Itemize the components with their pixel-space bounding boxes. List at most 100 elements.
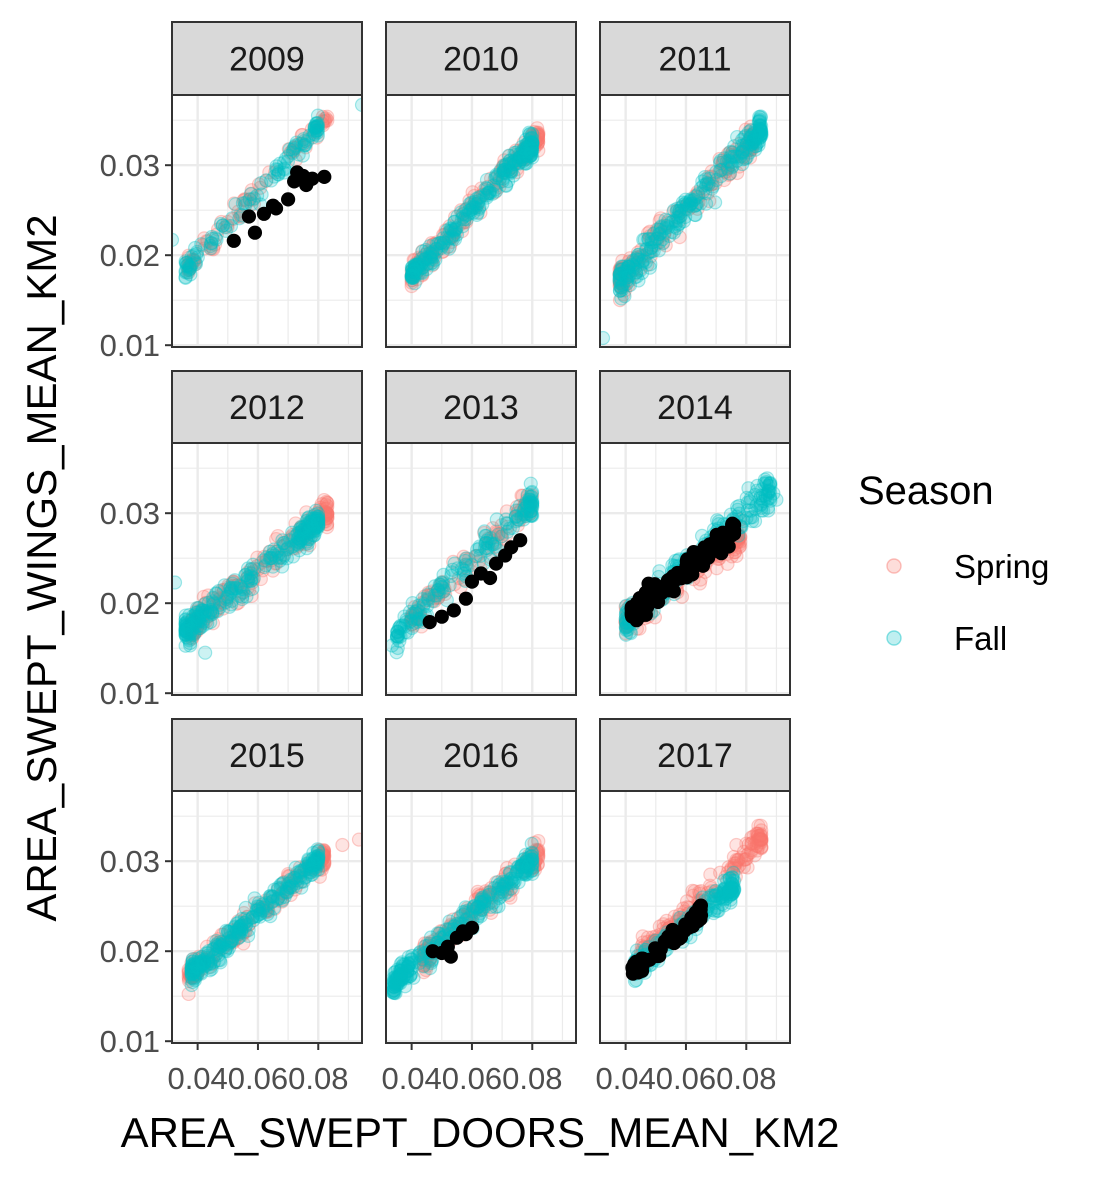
y-axis: 0.010.020.03 (100, 496, 172, 711)
point-fall (192, 955, 207, 970)
point-highlight (668, 929, 684, 944)
point-spring (630, 245, 646, 260)
point-fall (302, 515, 317, 530)
point-fall (263, 888, 278, 903)
point-spring (458, 551, 473, 567)
point-fall (405, 606, 420, 621)
point-spring (292, 860, 308, 875)
point-spring (642, 229, 657, 244)
point-spring (314, 849, 329, 864)
point-fall (289, 536, 304, 551)
point-fall (292, 869, 308, 884)
point-spring (527, 856, 542, 871)
point-spring (295, 874, 310, 889)
point-fall (295, 148, 310, 163)
point-fall (524, 143, 540, 159)
point-fall (203, 604, 218, 620)
point-spring (526, 137, 541, 152)
point-spring (317, 850, 332, 865)
point-spring (430, 242, 446, 257)
point-fall (276, 548, 292, 563)
point-fall (277, 161, 292, 176)
point-fall (482, 887, 497, 902)
point-fall (752, 128, 768, 143)
point-fall (200, 946, 216, 961)
facet-label: 2017 (657, 737, 733, 775)
point-spring (269, 531, 284, 547)
point-fall (478, 528, 494, 544)
point-fall (290, 865, 305, 880)
point-fall (293, 532, 308, 547)
point-fall (182, 638, 198, 653)
point-fall (612, 267, 627, 282)
point-spring (679, 894, 695, 909)
point-fall (215, 937, 230, 952)
point-fall (617, 264, 632, 279)
point-fall (508, 866, 523, 882)
point-fall (309, 850, 324, 865)
point-fall (514, 152, 529, 167)
point-spring (182, 967, 197, 982)
point-fall (427, 588, 442, 603)
point-spring (309, 130, 324, 145)
point-fall (231, 925, 246, 940)
point-spring (276, 874, 292, 890)
point-fall (710, 903, 725, 918)
point-fall (299, 534, 314, 549)
point-fall (195, 957, 211, 973)
points (625, 818, 769, 989)
point-spring (712, 164, 727, 179)
facet-label: 2011 (658, 41, 731, 79)
point-fall (178, 269, 193, 285)
point-fall (264, 173, 279, 188)
point-spring (507, 857, 522, 872)
point-fall (421, 587, 436, 602)
point-spring (194, 954, 209, 969)
point-fall (195, 618, 210, 634)
point-fall (430, 583, 445, 598)
point-spring (432, 926, 447, 942)
point-fall (423, 250, 438, 265)
point-fall (178, 622, 193, 637)
point-fall (210, 604, 225, 619)
point-spring (612, 278, 627, 293)
point-fall (698, 185, 713, 200)
point-spring (316, 848, 331, 863)
point-fall (525, 496, 540, 511)
point-fall (411, 262, 426, 277)
point-fall (197, 605, 212, 621)
point-fall (212, 597, 227, 612)
point-fall (236, 585, 251, 600)
point-spring (288, 882, 303, 897)
point-fall (667, 219, 682, 234)
point-fall (182, 636, 198, 651)
point-spring (415, 244, 430, 259)
point-spring (427, 594, 442, 609)
point-spring (408, 266, 423, 281)
point-fall (489, 183, 504, 198)
point-fall (502, 153, 517, 169)
point-spring (704, 884, 719, 899)
point-fall (280, 540, 296, 555)
point-fall (482, 885, 497, 900)
point-spring (724, 860, 739, 876)
point-fall (456, 907, 471, 922)
point-fall (301, 510, 317, 525)
point-spring (214, 583, 229, 598)
point-spring (185, 627, 200, 643)
point-spring (273, 539, 288, 554)
point-fall (522, 148, 537, 163)
point-spring (407, 253, 422, 268)
point-fall (311, 851, 326, 866)
point-fall (474, 894, 489, 909)
point-fall (407, 276, 422, 291)
point-spring (246, 196, 262, 211)
point-spring (713, 865, 728, 880)
point-fall (472, 541, 487, 556)
point-spring (293, 525, 308, 540)
point-fall (183, 618, 198, 633)
point-spring (642, 244, 657, 259)
point-fall (750, 136, 765, 151)
point-fall (405, 267, 420, 282)
point-spring (430, 590, 446, 605)
